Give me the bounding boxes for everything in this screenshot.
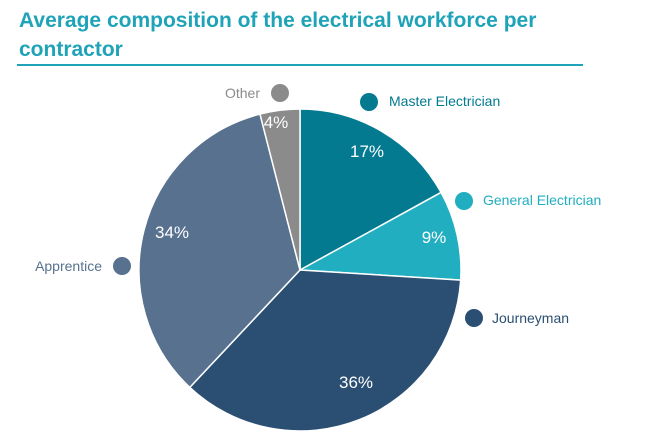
pie-slice-other bbox=[259, 108, 301, 271]
pie-slice-general-electrician bbox=[297, 191, 462, 281]
percent-labels: 17% 9% 36% 34% 4% bbox=[155, 113, 446, 392]
legend-dot-master-electrician bbox=[360, 93, 378, 111]
legend-dot-other bbox=[271, 84, 289, 102]
pie-percent-journeyman: 36% bbox=[339, 373, 373, 392]
legend-label-other: Other bbox=[225, 85, 260, 101]
pie-slice-apprentice bbox=[138, 113, 301, 389]
legend-dot-apprentice bbox=[113, 257, 131, 275]
pie-percent-general-electrician: 9% bbox=[422, 228, 447, 247]
pie-slices bbox=[138, 108, 462, 432]
pie-percent-apprentice: 34% bbox=[155, 223, 189, 242]
legend-label-journeyman: Journeyman bbox=[492, 310, 569, 326]
pie-slice-journeyman bbox=[188, 269, 462, 432]
title-underline bbox=[17, 64, 583, 66]
legend-label-master-electrician: Master Electrician bbox=[389, 93, 500, 109]
legend-dot-journeyman bbox=[465, 309, 483, 327]
legend-label-general-electrician: General Electrician bbox=[483, 192, 601, 208]
pie-percent-other: 4% bbox=[264, 113, 289, 132]
pie-slice-master-electrician bbox=[299, 108, 443, 272]
chart-title: Average composition of the electrical wo… bbox=[19, 9, 537, 61]
legend-dot-general-electrician bbox=[455, 192, 473, 210]
legend-label-apprentice: Apprentice bbox=[35, 258, 102, 274]
slice-legend: Master Electrician General Electrician Jou… bbox=[35, 84, 601, 327]
pie-percent-master-electrician: 17% bbox=[350, 142, 384, 161]
